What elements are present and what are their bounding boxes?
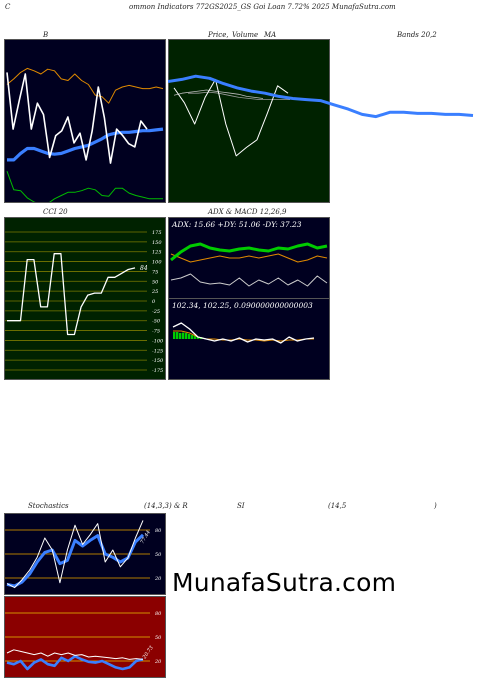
cci-panel: 175 150 125 100 75 50 25 0 -25 -50 -75 -100 -125 -150… [4,217,166,380]
cci-line [7,253,136,336]
cci-tick-label: 175 [152,230,162,236]
cci-tick-label: 150 [152,240,162,246]
adx-macd-label: ADX & MACD 12,26,9 [208,208,287,216]
volume-label: Volume [232,31,259,39]
adx-line [170,273,328,287]
bollinger-price-line [6,72,148,164]
macd-histogram-bar [197,336,200,339]
price-ma-main [168,74,474,119]
stochastics-params: (14,3,3) & R [144,502,188,510]
adx-chart [170,242,328,287]
stochastics-label: Stochastics [28,502,69,510]
bollinger-upper-band [6,171,163,202]
macd-panel: 102.34, 102.25, 0.090000000000003 [168,298,330,380]
macd-histogram-bar [194,336,197,339]
cci-tick-label: -100 [152,338,164,344]
stoch-d-line [6,533,145,588]
bollinger-middle-band [7,127,164,162]
cci-tick-label: 50 [152,279,159,285]
bands-label: Bands 20,2 [397,31,437,39]
stoch-tick-label: 20 [154,576,162,582]
cci-tick-label: 25 [151,289,158,295]
adx-readout: ADX: 15.66 +DY: 51.06 -DY: 37.23 [172,220,302,229]
stoch-tick-label: 50 [155,552,162,558]
cci-tick-label: 0 [152,299,156,305]
cci-tick-label: -125 [152,348,163,354]
ma-label: MA [264,31,277,39]
cci-tick-label: -50 [152,319,161,325]
price-panel [168,39,330,203]
bollinger-label: B [43,31,49,39]
rsi-last-value: 20.73 [141,645,155,661]
stoch-last-value: 77.44 [140,530,152,545]
header-left: C [5,3,11,11]
watermark: MunafaSutra.com [172,568,397,597]
cci-tick-label: -150 [152,358,164,364]
price-line [173,78,289,157]
macd-readout: 102.34, 102.25, 0.090000000000003 [172,301,313,310]
cci-tick-label: -75 [152,329,160,335]
rsi-line [6,649,144,660]
bollinger-lower-band [6,67,164,104]
rsi-smoothed-line [6,654,144,671]
adx-minus-dy-line [170,253,328,263]
cci-tick-label: 100 [152,260,162,266]
stoch-k-line [6,520,144,589]
macd-chart [172,322,315,344]
macd-histogram-bar [176,332,179,339]
bollinger-panel [4,39,166,203]
rsi-params: (14,5 [328,502,347,510]
cci-last-value: 84 [140,265,148,272]
rsi-label: SI [237,502,245,510]
cci-tick-label: -175 [152,368,163,374]
adx-panel: ADX: 15.66 +DY: 51.06 -DY: 37.23 [168,217,330,299]
cci-tick-label: -25 [152,309,160,315]
cci-tick-label: 125 [152,250,162,256]
stoch-tick-label: 80 [155,528,162,534]
cci-tick-label: 75 [152,269,158,275]
rsi-tick-label: 20 [154,659,162,665]
rsi-tick-label: 50 [155,635,162,641]
macd-histogram-bar [188,334,191,339]
bollinger-chart [6,67,164,202]
price-label: Price, [208,31,229,39]
macd-line [172,322,315,344]
stochastics-panel: 80 50 20 77.44 [4,513,166,595]
macd-histogram-bar [191,335,194,339]
price-chart [168,74,474,157]
cci-chart: 175 150 125 100 75 50 25 0 -25 -50 -75 -100 -125 -150… [5,230,164,374]
adx-plus-dy-line [170,242,328,262]
rsi-params-close: ) [434,502,437,510]
macd-histogram-bar [182,332,185,339]
macd-histogram-bar [185,333,188,339]
macd-histogram-bar [173,332,176,339]
rsi-panel: 80 50 20 20.73 [4,596,166,678]
cci-label: CCI 20 [43,208,68,216]
price-ma-long [188,91,290,100]
page-title: ommon Indicators 772GS2025_GS Goi Loan 7… [129,3,396,11]
stochastics-chart: 80 50 20 77.44 [5,520,162,589]
rsi-tick-label: 80 [155,611,162,617]
macd-histogram-bar [179,333,182,339]
